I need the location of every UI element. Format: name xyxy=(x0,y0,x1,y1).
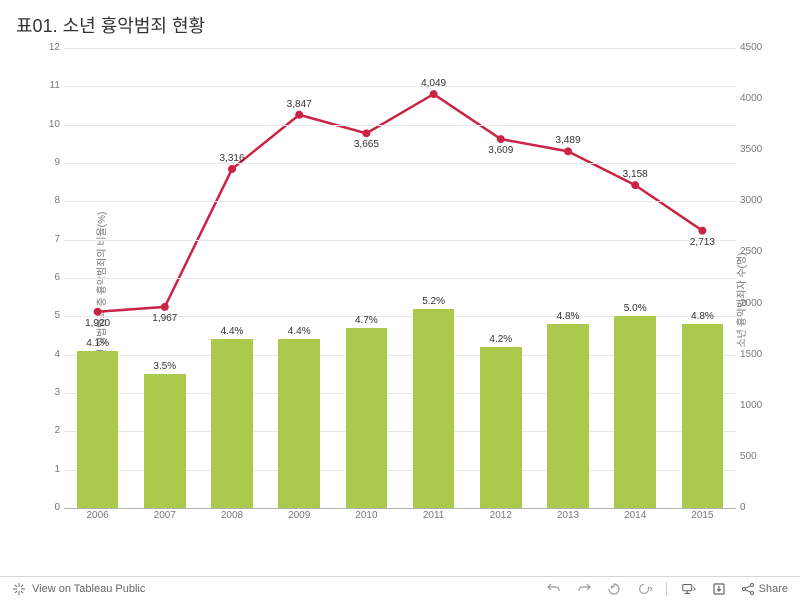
bar-label: 5.2% xyxy=(422,296,445,307)
x-tick: 2006 xyxy=(86,510,108,521)
bar[interactable] xyxy=(682,324,724,508)
right-tick: 1500 xyxy=(740,349,790,360)
share-icon xyxy=(741,582,755,596)
x-tick: 2014 xyxy=(624,510,646,521)
line-label: 3,609 xyxy=(488,145,513,156)
line-label: 1,920 xyxy=(85,318,110,329)
bar[interactable] xyxy=(346,328,388,508)
line-label: 4,049 xyxy=(421,78,446,89)
left-tick: 2 xyxy=(10,425,60,436)
bar-label: 4.8% xyxy=(557,311,580,322)
right-tick: 2500 xyxy=(740,246,790,257)
left-tick: 5 xyxy=(10,310,60,321)
line-marker[interactable] xyxy=(698,227,706,235)
bar[interactable] xyxy=(413,309,455,508)
right-tick: 3500 xyxy=(740,144,790,155)
chart-title: 표01. 소년 흉악범죄 현황 xyxy=(0,0,800,42)
right-tick: 1000 xyxy=(740,400,790,411)
share-label: Share xyxy=(759,583,788,595)
bar-label: 3.5% xyxy=(153,361,176,372)
gridline xyxy=(64,508,736,509)
x-tick: 2008 xyxy=(221,510,243,521)
bar-label: 4.8% xyxy=(691,311,714,322)
toolbar-separator xyxy=(666,582,667,596)
bar[interactable] xyxy=(278,339,320,508)
share-button[interactable]: Share xyxy=(741,582,788,596)
bar-label: 5.0% xyxy=(624,303,647,314)
gridline xyxy=(64,125,736,126)
x-tick: 2013 xyxy=(557,510,579,521)
x-tick: 2009 xyxy=(288,510,310,521)
left-tick: 6 xyxy=(10,272,60,283)
left-tick: 3 xyxy=(10,387,60,398)
line-marker[interactable] xyxy=(497,135,505,143)
bar-label: 4.7% xyxy=(355,315,378,326)
tableau-logo-icon xyxy=(12,582,26,596)
line-label: 3,489 xyxy=(555,135,580,146)
gridline xyxy=(64,163,736,164)
line-label: 3,665 xyxy=(354,139,379,150)
line-label: 1,967 xyxy=(152,313,177,324)
left-tick: 1 xyxy=(10,464,60,475)
presentation-icon[interactable] xyxy=(681,581,697,597)
line-label: 3,847 xyxy=(287,99,312,110)
gridline xyxy=(64,86,736,87)
right-tick: 0 xyxy=(740,502,790,513)
bar[interactable] xyxy=(614,316,656,508)
line-label: 3,158 xyxy=(623,169,648,180)
bar[interactable] xyxy=(547,324,589,508)
refresh-icon[interactable] xyxy=(636,581,652,597)
left-tick: 7 xyxy=(10,234,60,245)
view-on-public-link[interactable]: View on Tableau Public xyxy=(32,583,145,595)
right-tick: 4500 xyxy=(740,42,790,53)
bar[interactable] xyxy=(144,374,186,508)
left-tick: 0 xyxy=(10,502,60,513)
chart-container: 전체 소년 형법범죄 중 흉악범죄의 비율(%) 소년 흉악범죄자 수(명) 4… xyxy=(0,40,800,560)
bar[interactable] xyxy=(211,339,253,508)
line-path xyxy=(98,94,703,312)
x-tick: 2007 xyxy=(154,510,176,521)
gridline xyxy=(64,48,736,49)
line-marker[interactable] xyxy=(228,165,236,173)
left-tick: 10 xyxy=(10,119,60,130)
line-marker[interactable] xyxy=(631,181,639,189)
bar[interactable] xyxy=(77,351,119,508)
right-tick: 4000 xyxy=(740,93,790,104)
gridline xyxy=(64,240,736,241)
download-icon[interactable] xyxy=(711,581,727,597)
right-tick: 2000 xyxy=(740,298,790,309)
redo-icon[interactable] xyxy=(576,581,592,597)
bar-label: 4.4% xyxy=(288,326,311,337)
bar-label: 4.1% xyxy=(86,338,109,349)
x-tick: 2012 xyxy=(490,510,512,521)
undo-icon[interactable] xyxy=(546,581,562,597)
line-marker[interactable] xyxy=(430,90,438,98)
left-tick: 9 xyxy=(10,157,60,168)
bar-label: 4.2% xyxy=(489,334,512,345)
line-marker[interactable] xyxy=(94,308,102,316)
left-tick: 11 xyxy=(10,80,60,91)
x-tick: 2011 xyxy=(423,510,445,521)
line-marker[interactable] xyxy=(362,129,370,137)
right-tick: 3000 xyxy=(740,195,790,206)
line-marker[interactable] xyxy=(564,147,572,155)
tableau-toolbar: View on Tableau Public Share xyxy=(0,576,800,600)
line-label: 3,316 xyxy=(219,153,244,164)
line-label: 2,713 xyxy=(690,237,715,248)
x-tick: 2010 xyxy=(355,510,377,521)
x-tick: 2015 xyxy=(691,510,713,521)
bar[interactable] xyxy=(480,347,522,508)
left-tick: 8 xyxy=(10,195,60,206)
gridline xyxy=(64,278,736,279)
bar-label: 4.4% xyxy=(221,326,244,337)
revert-icon[interactable] xyxy=(606,581,622,597)
line-marker[interactable] xyxy=(295,111,303,119)
line-marker[interactable] xyxy=(161,303,169,311)
left-tick: 4 xyxy=(10,349,60,360)
plot-area: 4.1% 3.5% 4.4% 4.4% 4.7% 5.2% 4.2% 4.8% 5.0% 4.8%… xyxy=(64,48,736,508)
left-tick: 12 xyxy=(10,42,60,53)
gridline xyxy=(64,201,736,202)
right-tick: 500 xyxy=(740,451,790,462)
